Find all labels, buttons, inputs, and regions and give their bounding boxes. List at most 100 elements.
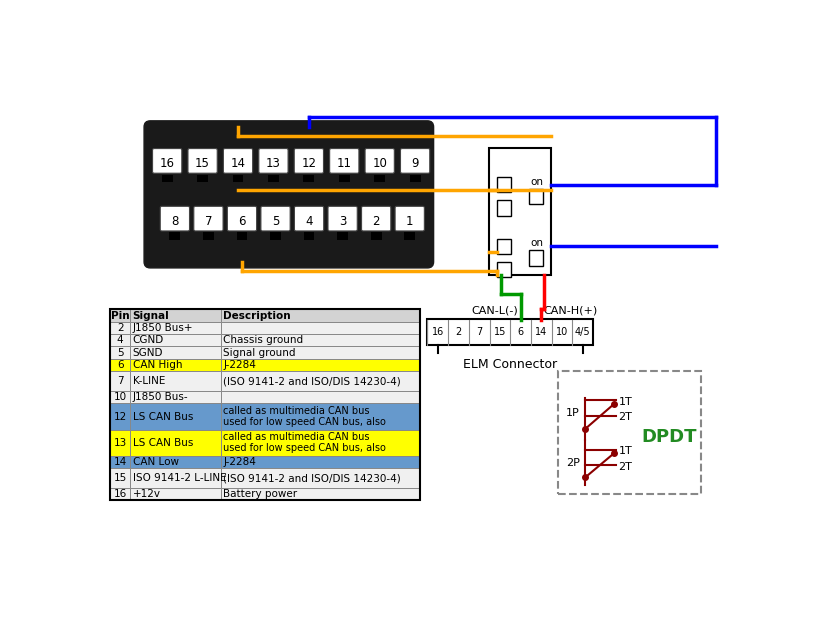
Bar (110, 404, 131, 430)
Bar (221, 310, 419, 322)
Bar (110, 310, 419, 501)
Bar (131, 430, 221, 456)
Bar (110, 430, 131, 456)
Text: on: on (530, 177, 543, 187)
Bar (170, 233, 180, 240)
Bar (110, 488, 131, 501)
Text: 6: 6 (238, 215, 246, 228)
Text: J-2284: J-2284 (224, 457, 256, 467)
Text: +12v: +12v (132, 490, 161, 499)
Bar (131, 359, 221, 371)
Bar (197, 175, 208, 182)
Text: 14: 14 (535, 327, 548, 337)
Bar (131, 322, 221, 334)
Text: 2: 2 (455, 327, 462, 337)
Text: 5: 5 (272, 215, 279, 228)
Bar (221, 371, 419, 391)
Text: 13: 13 (113, 438, 126, 448)
FancyBboxPatch shape (361, 207, 391, 231)
Bar (110, 456, 131, 468)
Text: Battery power: Battery power (224, 490, 298, 499)
Text: CAN-L(-): CAN-L(-) (472, 305, 518, 315)
Text: ELM Connector: ELM Connector (463, 358, 557, 371)
Bar (131, 456, 221, 468)
Text: 2P: 2P (566, 458, 580, 468)
Text: 1T: 1T (619, 397, 632, 407)
FancyBboxPatch shape (153, 149, 182, 173)
Text: 4: 4 (305, 215, 313, 228)
Bar (497, 177, 511, 192)
Text: (ISO 9141-2 and ISO/DIS 14230-4): (ISO 9141-2 and ISO/DIS 14230-4) (224, 376, 401, 386)
Text: CAN-H(+): CAN-H(+) (543, 305, 598, 315)
Bar (375, 175, 385, 182)
Bar (203, 233, 214, 240)
Text: 6: 6 (517, 327, 524, 337)
Text: on: on (530, 238, 543, 248)
Bar (304, 233, 314, 240)
Bar (221, 359, 419, 371)
Bar (221, 391, 419, 404)
Bar (110, 310, 131, 322)
FancyBboxPatch shape (194, 207, 223, 231)
FancyBboxPatch shape (295, 207, 324, 231)
Bar (131, 468, 221, 488)
Bar (497, 262, 511, 277)
FancyBboxPatch shape (228, 207, 256, 231)
Bar (131, 371, 221, 391)
FancyBboxPatch shape (144, 121, 433, 268)
Text: 14: 14 (230, 157, 246, 170)
Text: LS CAN Bus: LS CAN Bus (132, 438, 193, 448)
FancyBboxPatch shape (328, 207, 357, 231)
Text: K-LINE: K-LINE (132, 376, 165, 386)
FancyBboxPatch shape (401, 149, 430, 173)
FancyBboxPatch shape (365, 149, 394, 173)
Text: 6: 6 (117, 360, 123, 370)
Text: called as multimedia CAN bus: called as multimedia CAN bus (224, 432, 370, 442)
Text: 16: 16 (160, 157, 175, 170)
FancyBboxPatch shape (395, 207, 424, 231)
Text: 7: 7 (117, 376, 123, 386)
Bar (529, 250, 543, 266)
Text: CAN Low: CAN Low (132, 457, 179, 467)
Bar (221, 404, 419, 430)
Text: 16: 16 (432, 327, 444, 337)
Text: CGND: CGND (132, 335, 164, 345)
Text: Pin: Pin (111, 310, 130, 321)
Bar (497, 239, 511, 254)
Text: 16: 16 (113, 490, 126, 499)
Bar (428, 320, 593, 345)
Bar (221, 334, 419, 346)
Bar (410, 175, 420, 182)
Text: 10: 10 (113, 392, 126, 402)
Bar (270, 233, 281, 240)
Text: Signal ground: Signal ground (224, 348, 296, 358)
Text: J1850 Bus+: J1850 Bus+ (132, 323, 193, 333)
Bar (337, 233, 348, 240)
Bar (370, 233, 382, 240)
FancyBboxPatch shape (160, 207, 189, 231)
Text: 10: 10 (372, 157, 387, 170)
Text: 4/5: 4/5 (574, 327, 591, 337)
Bar (110, 322, 131, 334)
Bar (131, 391, 221, 404)
Bar (131, 488, 221, 501)
Text: ISO 9141-2 L-LINE: ISO 9141-2 L-LINE (132, 473, 226, 483)
Text: SGND: SGND (132, 348, 163, 358)
Bar (221, 430, 419, 456)
Text: 15: 15 (113, 473, 126, 483)
Text: 3: 3 (339, 215, 346, 228)
Text: 4: 4 (117, 335, 123, 345)
Bar (110, 371, 131, 391)
Bar (110, 346, 131, 359)
Text: 2: 2 (117, 323, 123, 333)
Bar (268, 175, 279, 182)
Bar (237, 233, 247, 240)
Text: 5: 5 (117, 348, 123, 358)
Text: J1850 Bus-: J1850 Bus- (132, 392, 188, 402)
Text: 7: 7 (476, 327, 482, 337)
Bar (497, 200, 511, 216)
Bar (131, 346, 221, 359)
Bar (221, 456, 419, 468)
Bar (221, 488, 419, 501)
FancyBboxPatch shape (188, 149, 217, 173)
